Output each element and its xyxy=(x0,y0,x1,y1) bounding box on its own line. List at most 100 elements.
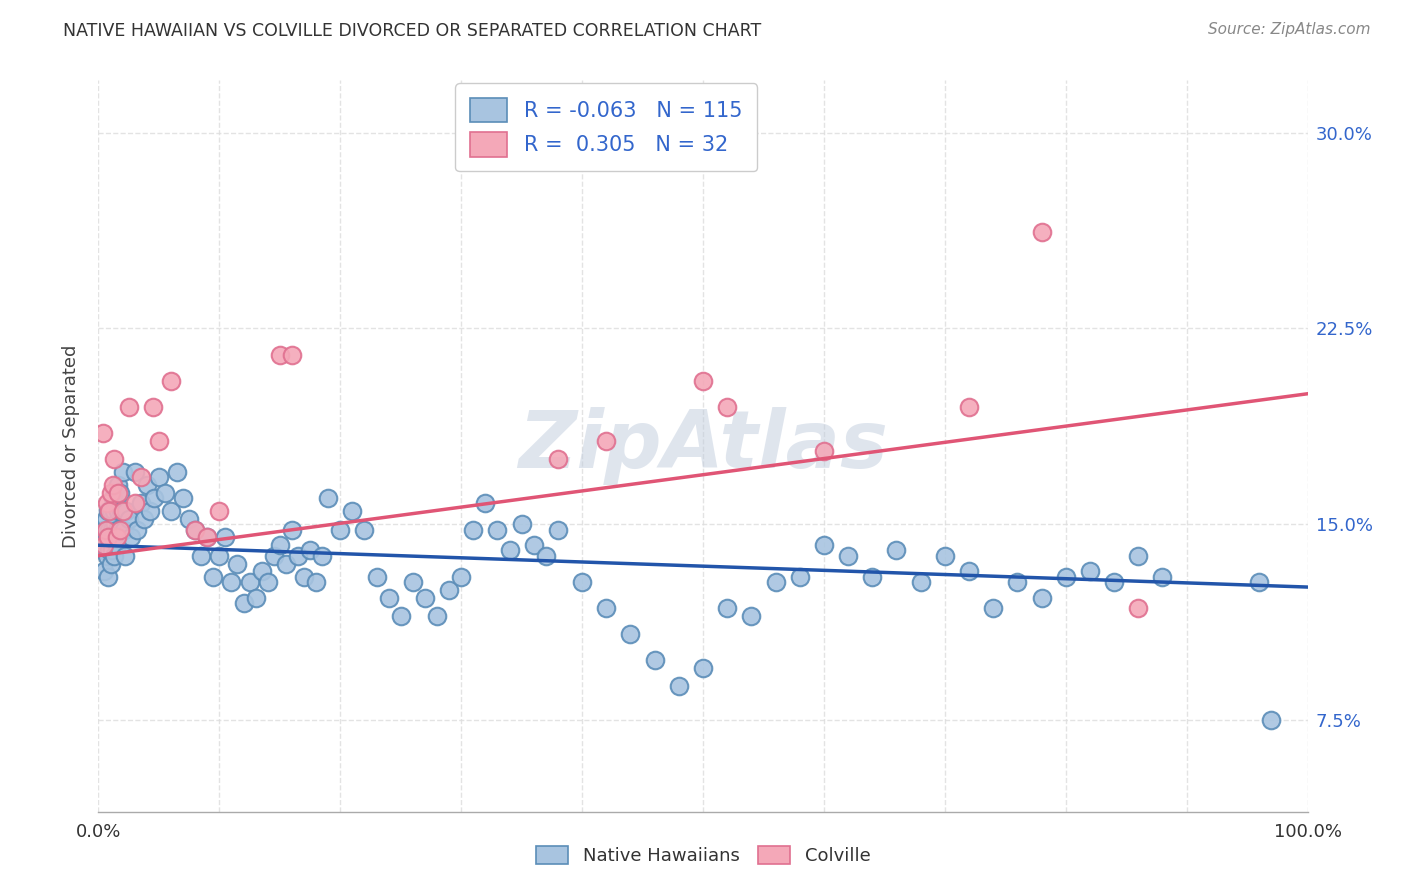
Point xyxy=(129,470,152,484)
Point xyxy=(534,549,557,563)
Point xyxy=(160,374,183,388)
Point xyxy=(142,400,165,414)
Point xyxy=(377,591,399,605)
Point xyxy=(463,523,485,537)
Point xyxy=(96,549,118,563)
Point xyxy=(93,543,115,558)
Point xyxy=(299,543,322,558)
Point xyxy=(619,627,641,641)
Point xyxy=(143,491,166,506)
Point xyxy=(263,549,285,563)
Point xyxy=(195,530,218,544)
Point xyxy=(256,574,278,589)
Point xyxy=(100,543,122,558)
Point xyxy=(108,523,131,537)
Point xyxy=(127,523,149,537)
Point xyxy=(96,496,118,510)
Point xyxy=(100,557,122,571)
Point xyxy=(105,538,128,552)
Point xyxy=(1128,549,1150,563)
Point xyxy=(716,400,738,414)
Point xyxy=(100,504,122,518)
Point xyxy=(160,504,183,518)
Point xyxy=(107,504,129,518)
Point xyxy=(103,504,125,518)
Point xyxy=(148,470,170,484)
Point xyxy=(184,523,207,537)
Point xyxy=(305,574,328,589)
Point xyxy=(1078,565,1101,579)
Point xyxy=(250,565,273,579)
Point xyxy=(111,504,134,518)
Point xyxy=(134,512,156,526)
Point xyxy=(120,530,142,544)
Legend: R = -0.063   N = 115, R =  0.305   N = 32: R = -0.063 N = 115, R = 0.305 N = 32 xyxy=(456,83,758,171)
Point xyxy=(353,523,375,537)
Text: ZipAtlas: ZipAtlas xyxy=(517,407,889,485)
Point xyxy=(595,434,617,448)
Point xyxy=(389,608,412,623)
Point xyxy=(96,530,118,544)
Point xyxy=(269,538,291,552)
Point xyxy=(118,400,141,414)
Point xyxy=(208,549,231,563)
Point xyxy=(981,601,1004,615)
Point xyxy=(101,530,124,544)
Point xyxy=(1260,714,1282,728)
Point xyxy=(547,452,569,467)
Point xyxy=(1102,574,1125,589)
Point xyxy=(94,530,117,544)
Point xyxy=(100,486,122,500)
Legend: Native Hawaiians, Colville: Native Hawaiians, Colville xyxy=(527,837,879,874)
Point xyxy=(329,523,352,537)
Point xyxy=(129,496,152,510)
Point xyxy=(740,608,762,623)
Point xyxy=(366,569,388,583)
Point xyxy=(1152,569,1174,583)
Point xyxy=(813,538,835,552)
Point xyxy=(1007,574,1029,589)
Point xyxy=(135,478,157,492)
Point xyxy=(571,574,593,589)
Point xyxy=(957,565,980,579)
Point xyxy=(837,549,859,563)
Point xyxy=(214,530,236,544)
Point xyxy=(103,452,125,467)
Point xyxy=(100,523,122,537)
Point xyxy=(886,543,908,558)
Point xyxy=(426,608,449,623)
Point xyxy=(1054,569,1077,583)
Y-axis label: Divorced or Separated: Divorced or Separated xyxy=(62,344,80,548)
Point xyxy=(486,523,509,537)
Point xyxy=(101,491,124,506)
Point xyxy=(957,400,980,414)
Point xyxy=(179,512,201,526)
Point xyxy=(281,347,304,362)
Point xyxy=(232,596,254,610)
Point xyxy=(595,601,617,615)
Point xyxy=(547,523,569,537)
Point xyxy=(94,523,117,537)
Point xyxy=(523,538,546,552)
Point xyxy=(316,491,339,506)
Point xyxy=(105,523,128,537)
Point xyxy=(245,591,267,605)
Point xyxy=(311,549,333,563)
Point xyxy=(692,374,714,388)
Point xyxy=(498,543,520,558)
Point xyxy=(97,530,120,544)
Point xyxy=(402,574,425,589)
Point xyxy=(287,549,309,563)
Point xyxy=(93,565,115,579)
Point xyxy=(115,504,138,518)
Point xyxy=(765,574,787,589)
Point xyxy=(1031,225,1053,239)
Point xyxy=(716,601,738,615)
Point xyxy=(108,523,131,537)
Point xyxy=(93,538,115,552)
Point xyxy=(112,523,135,537)
Point xyxy=(195,530,218,544)
Point xyxy=(98,543,121,558)
Point xyxy=(292,569,315,583)
Point xyxy=(510,517,533,532)
